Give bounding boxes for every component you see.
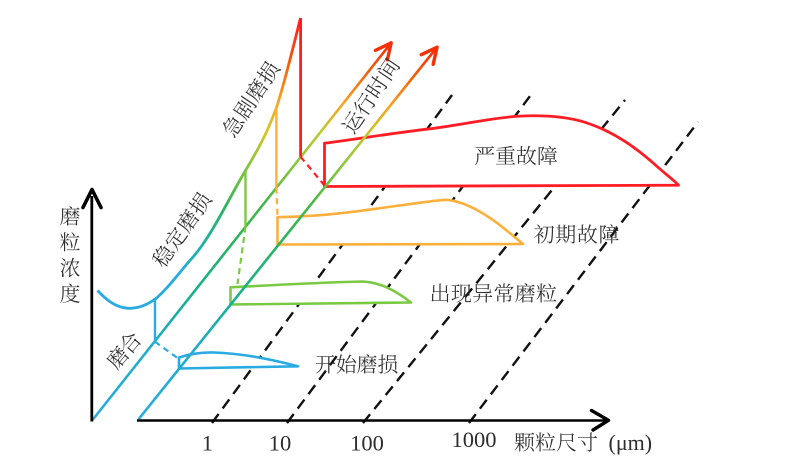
svg-text:10: 10 [269, 430, 292, 455]
svg-text:100: 100 [350, 430, 384, 455]
svg-text:(μm): (μm) [609, 430, 653, 455]
svg-text:1: 1 [202, 430, 213, 455]
svg-text:1000: 1000 [452, 427, 497, 452]
